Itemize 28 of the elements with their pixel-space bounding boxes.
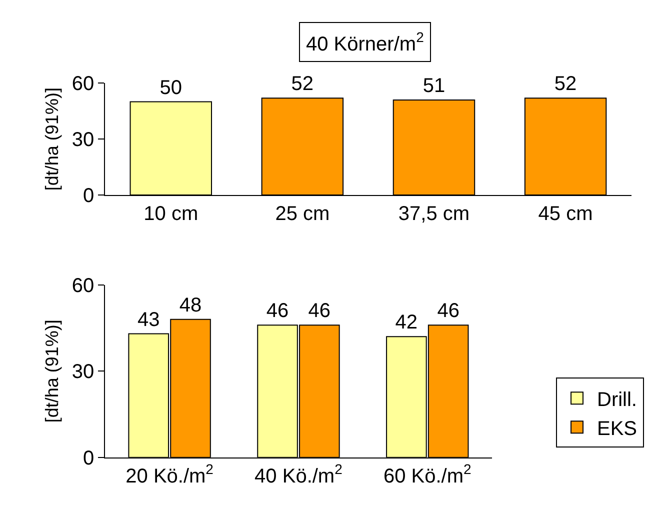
x-tick-label: 25 cm bbox=[275, 202, 330, 225]
y-tick-label: 30 bbox=[72, 361, 94, 384]
y-tick-label: 30 bbox=[72, 129, 94, 152]
data-label: 50 bbox=[160, 76, 182, 99]
data-label: 52 bbox=[554, 73, 577, 96]
data-label: 43 bbox=[137, 308, 160, 331]
y-tick-label: 60 bbox=[72, 73, 94, 96]
data-label: 48 bbox=[179, 294, 202, 316]
data-label: 46 bbox=[266, 300, 289, 322]
y-tick-label: 0 bbox=[82, 447, 94, 470]
legend-label: Drill. bbox=[597, 388, 637, 411]
data-label: 46 bbox=[437, 300, 460, 322]
y-axis-title: [dt/ha (91%)] bbox=[42, 320, 62, 423]
text: 40 Körner/m$^{2}$ bbox=[306, 29, 424, 56]
data-label: 52 bbox=[291, 73, 314, 96]
x-tick-label: 37,5 cm bbox=[398, 202, 470, 225]
data-label: 42 bbox=[395, 312, 418, 334]
data-label: 51 bbox=[422, 74, 446, 97]
x-tick-label: 40 Kö./m$^{2}$ bbox=[254, 461, 343, 488]
x-tick-label: 45 cm bbox=[538, 202, 593, 225]
legend-label: EKS bbox=[597, 418, 638, 440]
y-tick-label: 0 bbox=[82, 184, 94, 207]
y-tick-label: 60 bbox=[72, 274, 94, 297]
x-tick-label: 20 Kö./m$^{2}$ bbox=[126, 461, 214, 488]
y-axis-title: [dt/ha (91%)] bbox=[42, 88, 62, 191]
x-tick-label: 10 cm bbox=[144, 202, 198, 225]
x-tick-label: 60 Kö./m$^{2}$ bbox=[383, 461, 472, 488]
data-label: 46 bbox=[308, 300, 331, 322]
